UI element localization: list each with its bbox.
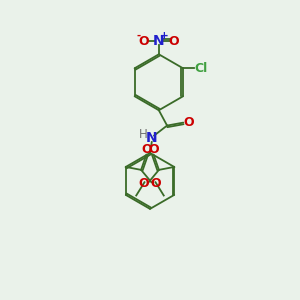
Text: -: - bbox=[136, 31, 141, 41]
Text: Cl: Cl bbox=[194, 62, 207, 75]
Text: O: O bbox=[148, 143, 159, 156]
Text: O: O bbox=[169, 34, 179, 48]
Text: +: + bbox=[160, 31, 168, 41]
Text: N: N bbox=[153, 34, 165, 48]
Text: O: O bbox=[183, 116, 194, 129]
Text: N: N bbox=[146, 131, 158, 145]
Text: H: H bbox=[139, 128, 147, 141]
Text: O: O bbox=[151, 177, 161, 190]
Text: O: O bbox=[139, 177, 149, 190]
Text: O: O bbox=[138, 34, 149, 48]
Text: O: O bbox=[141, 143, 152, 156]
